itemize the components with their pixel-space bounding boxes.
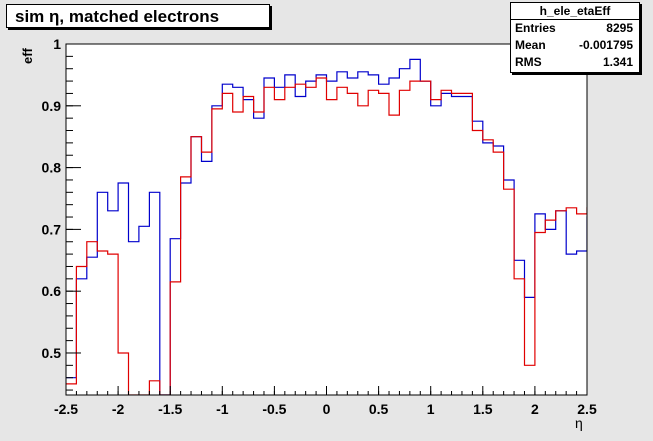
y-tick-label: 0.8 xyxy=(42,160,62,176)
y-tick-label: 0.9 xyxy=(42,98,62,114)
stats-row-rms: RMS 1.341 xyxy=(511,54,639,71)
x-tick-label: -1.5 xyxy=(158,401,182,417)
x-tick-label: 2 xyxy=(531,401,539,417)
y-tick-label: 0.7 xyxy=(42,221,62,237)
plot-area xyxy=(66,44,587,395)
x-tick-label: -1 xyxy=(216,401,229,417)
stats-value: -0.001795 xyxy=(578,38,633,52)
x-axis-label: η xyxy=(575,415,583,431)
stats-value: 1.341 xyxy=(602,55,633,69)
x-tick-label: 0 xyxy=(323,401,331,417)
stats-name: h_ele_etaEff xyxy=(511,3,639,20)
stats-label: RMS xyxy=(515,55,542,69)
x-tick-label: -2 xyxy=(112,401,125,417)
x-tick-label: -0.5 xyxy=(262,401,286,417)
histogram-series-2 xyxy=(66,77,587,395)
stats-value: 8295 xyxy=(606,21,633,35)
stats-row-entries: Entries 8295 xyxy=(511,20,639,37)
y-tick-label: 0.5 xyxy=(42,345,62,361)
stats-box: h_ele_etaEff Entries 8295 Mean -0.001795… xyxy=(510,2,640,73)
y-axis-label: eff xyxy=(20,48,35,64)
stats-label: Mean xyxy=(515,38,546,52)
stats-row-mean: Mean -0.001795 xyxy=(511,37,639,54)
x-tick-label: 0.5 xyxy=(369,401,389,417)
chart-title: sim η, matched electrons xyxy=(6,4,270,28)
x-tick-label: -2.5 xyxy=(54,401,78,417)
y-tick-label: 0.6 xyxy=(42,283,62,299)
stats-label: Entries xyxy=(515,21,556,35)
y-tick-label: 1 xyxy=(53,36,61,52)
x-tick-label: 2.5 xyxy=(577,401,597,417)
x-tick-label: 1 xyxy=(427,401,435,417)
x-tick-label: 1.5 xyxy=(473,401,493,417)
